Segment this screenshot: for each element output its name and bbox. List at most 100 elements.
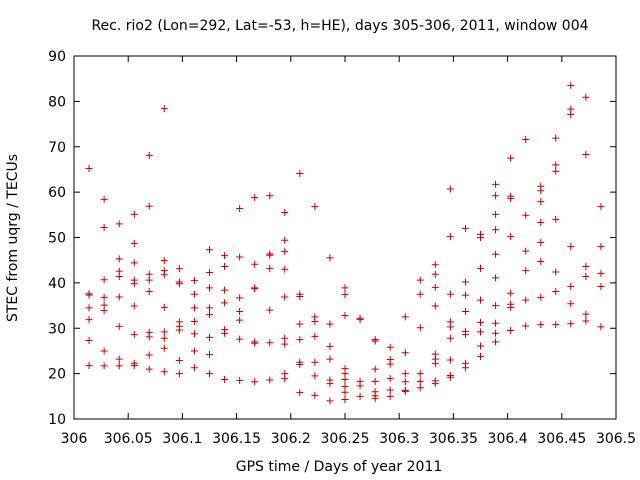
data-point [492,226,500,234]
data-point [356,392,364,400]
data-point [296,292,304,300]
data-point [85,316,93,324]
data-point [477,342,484,350]
data-point [130,361,138,369]
data-point [206,304,213,312]
data-point [507,303,515,311]
data-point [115,220,123,228]
data-point [597,243,605,251]
data-point [537,293,545,301]
data-point [597,283,605,291]
data-point [281,209,289,217]
data-point [431,261,439,269]
data-point [311,317,319,325]
data-point [492,302,500,310]
data-point [416,370,424,378]
data-point [160,271,168,279]
data-point [281,265,289,273]
data-point [281,375,289,383]
data-point [326,254,334,262]
data-point [190,347,198,355]
x-tick-label: 306 [61,431,88,447]
data-point [100,195,108,203]
data-point [115,322,123,330]
data-point [477,264,484,272]
data-point [341,284,349,292]
data-point [251,260,259,268]
data-point [477,234,484,241]
data-point [236,335,244,343]
data-point [160,334,168,342]
data-point [371,365,379,373]
data-point [266,339,274,347]
data-point [416,324,424,332]
data-point [446,233,454,241]
data-point [175,265,183,273]
data-point [446,185,454,193]
data-point [190,317,198,325]
data-point [492,210,500,218]
data-point [326,342,334,350]
data-point [311,332,319,340]
x-tick-label: 306.3 [379,431,419,447]
plot-frame [73,55,617,420]
data-point [507,289,515,297]
data-point [206,311,213,319]
y-tick-label: 70 [48,140,66,156]
data-point [100,224,108,232]
data-point [266,264,274,272]
data-point [296,320,304,328]
data-point [296,336,304,344]
data-point [311,372,319,380]
data-point [356,382,364,390]
data-point [552,215,560,223]
data-point [461,224,469,232]
data-point [567,300,575,308]
data-point [145,365,153,373]
data-point [582,93,590,101]
data-point [341,376,349,384]
x-tick-label: 306.15 [212,431,261,447]
x-tick-label: 306.2 [271,431,311,447]
data-point [85,304,93,312]
data-point [206,268,213,276]
data-point [522,247,530,255]
data-point [492,274,500,282]
data-point [145,287,153,295]
data-point [371,395,379,403]
data-point [266,306,274,314]
data-point [145,270,153,278]
axis-ticks: 306 306.05 306.1 306.15 306.2 306.25 306.3 306.… [48,49,636,447]
data-point [190,304,198,312]
data-point [461,364,469,372]
x-tick-label: 306.05 [104,431,153,447]
data-point [115,255,123,263]
chart-title: Rec. rio2 (Lon=292, Lat=-53, h=HE), days… [91,18,588,34]
data-point [492,180,500,188]
data-point [221,376,229,384]
data-point [492,338,500,346]
data-point [326,397,334,405]
data-point [115,362,123,370]
data-point [311,203,319,211]
x-tick-label: 306.35 [429,431,478,447]
data-point [552,321,560,329]
data-point [296,170,304,178]
y-tick-label: 90 [48,49,66,65]
data-point [582,310,590,318]
data-point [507,194,515,202]
data-point [401,378,409,386]
data-point [446,356,454,364]
data-point [341,382,349,390]
data-point [341,388,349,396]
data-point [175,356,183,364]
data-point [386,343,394,351]
data-point [266,192,274,200]
data-point [492,319,500,327]
data-point [190,364,198,372]
data-point [567,81,575,89]
data-point [311,391,319,399]
data-point [145,151,153,159]
data-point [552,134,560,142]
data-points [85,81,605,405]
